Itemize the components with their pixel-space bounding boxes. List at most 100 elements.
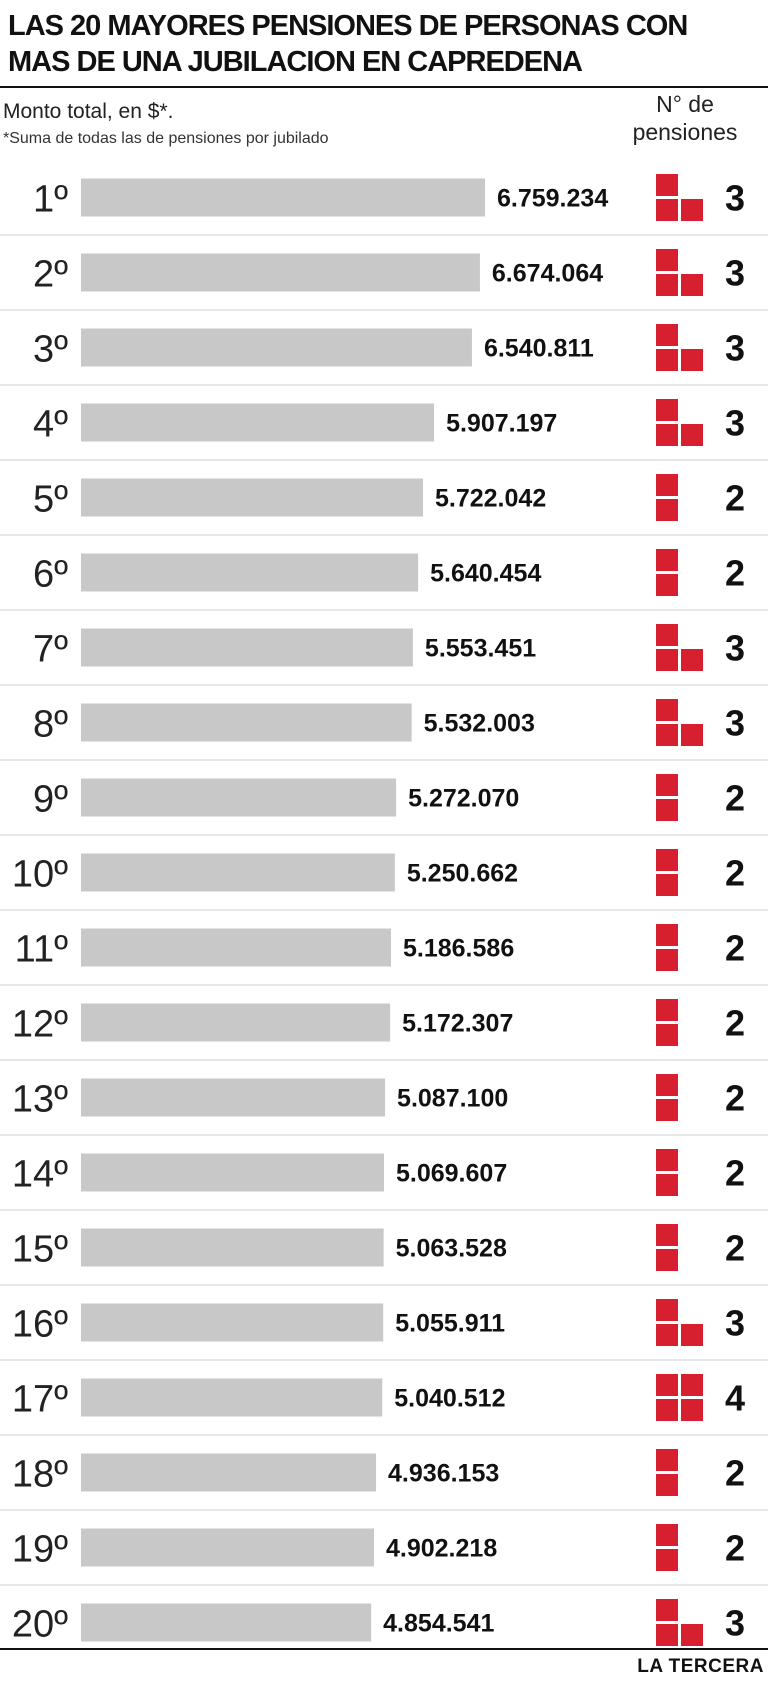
- value-label: 5.055.911: [395, 1310, 505, 1338]
- pension-square: [656, 949, 678, 971]
- rank-label: 1º: [33, 179, 68, 221]
- rank-label: 6º: [33, 554, 68, 596]
- pension-square: [656, 649, 678, 671]
- pension-square: [656, 774, 678, 796]
- pension-square: [656, 699, 678, 721]
- bar: [81, 553, 419, 592]
- pension-square: [656, 799, 678, 821]
- rank-label: 12º: [12, 1004, 68, 1046]
- pension-count: 3: [725, 1603, 745, 1644]
- rank-label: 10º: [12, 854, 68, 896]
- value-label: 5.069.607: [396, 1160, 507, 1188]
- pension-count: 3: [725, 403, 745, 444]
- pension-square: [656, 849, 678, 871]
- title-divider: [0, 86, 768, 88]
- pension-count: 2: [725, 553, 745, 594]
- value-label: 5.063.528: [396, 1235, 507, 1263]
- pension-count: 2: [725, 778, 745, 819]
- pension-count: 2: [725, 478, 745, 519]
- bar: [81, 403, 435, 442]
- rank-label: 8º: [33, 704, 68, 746]
- bar: [81, 778, 397, 817]
- pension-square: [656, 424, 678, 446]
- pension-square: [656, 1374, 678, 1396]
- pension-square: [656, 624, 678, 646]
- value-label: 5.553.451: [425, 635, 536, 663]
- rank-label: 11º: [15, 929, 68, 971]
- pension-square: [656, 924, 678, 946]
- rank-label: 16º: [12, 1304, 68, 1346]
- pension-square: [656, 1624, 678, 1646]
- rank-label: 17º: [12, 1379, 68, 1421]
- bar: [81, 1378, 383, 1417]
- bar: [81, 1303, 384, 1342]
- value-label: 6.759.234: [497, 185, 608, 213]
- pension-square: [656, 724, 678, 746]
- value-label: 6.674.064: [492, 260, 603, 288]
- value-label: 4.854.541: [383, 1610, 494, 1638]
- pension-square: [681, 1399, 703, 1421]
- bar: [81, 328, 472, 367]
- pension-count-header: N° de pensiones: [632, 91, 738, 145]
- value-label: 5.186.586: [403, 935, 514, 963]
- bar: [81, 628, 413, 667]
- pension-count: 3: [725, 178, 745, 219]
- pension-count: 2: [725, 853, 745, 894]
- pension-square: [681, 349, 703, 371]
- pension-square: [681, 724, 703, 746]
- pension-square: [656, 1549, 678, 1571]
- pension-square: [656, 349, 678, 371]
- chart-title: LAS 20 MAYORES PENSIONES DE PERSONAS CON…: [8, 10, 688, 78]
- bar: [81, 253, 480, 292]
- pension-square: [656, 174, 678, 196]
- pension-square: [656, 399, 678, 421]
- pension-square: [656, 1174, 678, 1196]
- bar: [81, 1153, 385, 1192]
- brand-logo: LA TERCERA: [637, 1656, 764, 1677]
- pension-count: 4: [725, 1378, 745, 1419]
- bar: [81, 478, 424, 517]
- value-label: 6.540.811: [484, 335, 594, 363]
- pension-square: [656, 1474, 678, 1496]
- pension-square: [656, 1074, 678, 1096]
- bottom-divider: [0, 1648, 768, 1650]
- rank-label: 13º: [12, 1079, 68, 1121]
- pension-square: [656, 499, 678, 521]
- value-label: 5.722.042: [435, 485, 546, 513]
- bar: [81, 853, 395, 892]
- value-label: 5.640.454: [430, 560, 541, 588]
- bar: [81, 1078, 386, 1117]
- pension-square: [656, 1299, 678, 1321]
- bar: [81, 1228, 384, 1267]
- bar: [81, 1603, 372, 1642]
- pension-square: [656, 249, 678, 271]
- pension-square: [681, 274, 703, 296]
- pension-square: [656, 1399, 678, 1421]
- bar: [81, 178, 485, 217]
- rank-label: 3º: [33, 329, 68, 371]
- pension-square: [656, 199, 678, 221]
- pension-square: [656, 1524, 678, 1546]
- rank-label: 7º: [33, 629, 68, 671]
- pension-square: [656, 1249, 678, 1271]
- pension-square: [681, 1374, 703, 1396]
- pension-square: [681, 1624, 703, 1646]
- value-label: 5.250.662: [407, 860, 518, 888]
- pension-square: [656, 474, 678, 496]
- pension-square: [656, 574, 678, 596]
- pension-count: 2: [725, 1453, 745, 1494]
- pension-count: 2: [725, 1003, 745, 1044]
- rank-label: 19º: [12, 1529, 68, 1571]
- pension-count: 2: [725, 1528, 745, 1569]
- pension-count: 3: [725, 703, 745, 744]
- bar: [81, 1453, 377, 1492]
- pension-square: [656, 1449, 678, 1471]
- pension-square: [656, 324, 678, 346]
- value-label: 5.532.003: [424, 710, 535, 738]
- pension-count: 3: [725, 328, 745, 369]
- rank-label: 5º: [33, 479, 68, 521]
- footnote: *Suma de todas las de pensiones por jubi…: [3, 130, 329, 147]
- bar: [81, 1528, 375, 1567]
- rank-label: 20º: [12, 1604, 68, 1646]
- value-label: 4.936.153: [388, 1460, 499, 1488]
